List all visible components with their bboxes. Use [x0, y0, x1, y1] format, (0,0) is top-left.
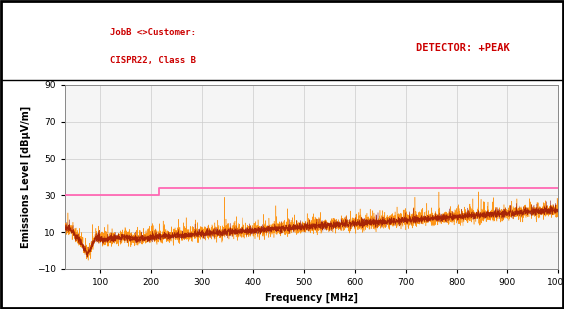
Y-axis label: Emissions Level [dBμV/m]: Emissions Level [dBμV/m] — [21, 106, 31, 248]
Text: .: . — [71, 65, 75, 75]
Text: DETECTOR: +PEAK: DETECTOR: +PEAK — [416, 43, 509, 53]
Text: CISPR22, Class B: CISPR22, Class B — [110, 56, 196, 65]
X-axis label: Frequency [MHz]: Frequency [MHz] — [265, 292, 358, 303]
Text: MET: MET — [30, 66, 52, 75]
Text: JobB <>Customer:: JobB <>Customer: — [110, 28, 196, 37]
